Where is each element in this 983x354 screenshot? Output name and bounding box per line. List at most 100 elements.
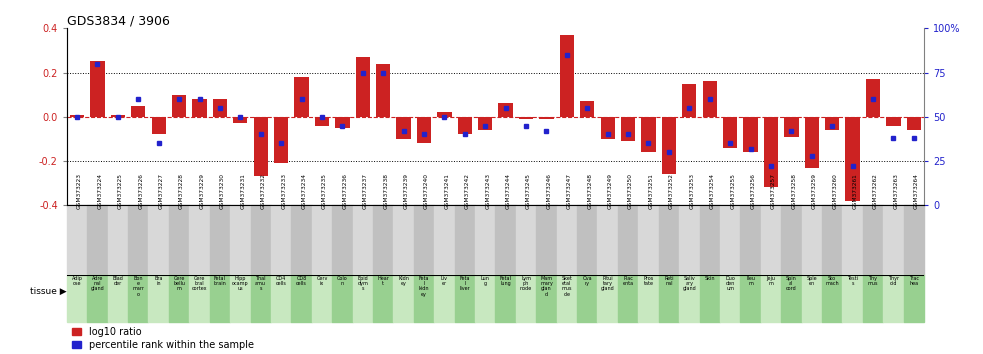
- Bar: [720, 275, 740, 322]
- Bar: [887, 117, 900, 126]
- Text: Thal
amu
s: Thal amu s: [256, 276, 266, 291]
- Bar: [478, 117, 492, 130]
- Text: GSM373248: GSM373248: [587, 173, 593, 209]
- Bar: [312, 275, 332, 322]
- Bar: [393, 205, 414, 275]
- Bar: [598, 275, 618, 322]
- Text: GSM373261: GSM373261: [852, 173, 857, 209]
- Bar: [822, 205, 842, 275]
- Text: Fetal
brain: Fetal brain: [213, 276, 226, 286]
- Text: GSM373230: GSM373230: [220, 173, 225, 209]
- Bar: [822, 275, 842, 322]
- Bar: [516, 205, 537, 275]
- Bar: [90, 62, 104, 117]
- Bar: [417, 117, 432, 143]
- Bar: [903, 205, 924, 275]
- Text: Sket
etal
mus
cle: Sket etal mus cle: [561, 276, 572, 297]
- Bar: [556, 205, 577, 275]
- Bar: [230, 275, 251, 322]
- Bar: [190, 205, 209, 275]
- Text: GSM373223: GSM373223: [77, 173, 82, 209]
- Bar: [230, 205, 251, 275]
- Bar: [271, 275, 291, 322]
- Bar: [577, 275, 598, 322]
- Bar: [906, 117, 921, 130]
- Text: Hear
t: Hear t: [377, 276, 389, 286]
- Bar: [845, 117, 860, 201]
- Bar: [784, 117, 798, 137]
- Text: GSM373254: GSM373254: [710, 173, 715, 209]
- Text: Reti
nal: Reti nal: [665, 276, 673, 286]
- Bar: [393, 275, 414, 322]
- Text: Testi
s: Testi s: [847, 276, 858, 286]
- Bar: [315, 117, 329, 126]
- Bar: [679, 205, 700, 275]
- Bar: [641, 117, 656, 152]
- Text: GSM373252: GSM373252: [668, 173, 674, 209]
- Bar: [805, 117, 819, 167]
- Bar: [842, 275, 863, 322]
- Text: GSM373262: GSM373262: [873, 173, 878, 209]
- Text: GSM373235: GSM373235: [322, 173, 327, 209]
- Text: Lym
ph
node: Lym ph node: [520, 276, 532, 291]
- Bar: [376, 64, 390, 117]
- Bar: [254, 117, 268, 176]
- Text: tissue ▶: tissue ▶: [29, 286, 67, 296]
- Bar: [454, 205, 475, 275]
- Bar: [537, 205, 556, 275]
- Bar: [903, 275, 924, 322]
- Text: Cere
bellu
m: Cere bellu m: [173, 276, 185, 291]
- Bar: [148, 275, 169, 322]
- Text: GSM373257: GSM373257: [771, 173, 776, 209]
- Text: Plac
enta: Plac enta: [622, 276, 634, 286]
- Bar: [537, 275, 556, 322]
- Text: Skin: Skin: [705, 276, 715, 281]
- Bar: [251, 205, 271, 275]
- Text: Kidn
ey: Kidn ey: [398, 276, 409, 286]
- Text: Hipp
ocamp
us: Hipp ocamp us: [232, 276, 249, 291]
- Text: GSM373260: GSM373260: [833, 173, 838, 209]
- Bar: [723, 117, 737, 148]
- Bar: [169, 275, 190, 322]
- Text: GSM373238: GSM373238: [383, 173, 388, 209]
- Bar: [700, 275, 720, 322]
- Text: GSM373224: GSM373224: [97, 173, 102, 209]
- Text: Feta
l
liver: Feta l liver: [459, 276, 470, 291]
- Bar: [801, 275, 822, 322]
- Bar: [128, 205, 148, 275]
- Text: GSM373234: GSM373234: [302, 173, 307, 209]
- Text: GSM373242: GSM373242: [465, 173, 470, 209]
- Text: GDS3834 / 3906: GDS3834 / 3906: [67, 14, 170, 27]
- Text: GSM373249: GSM373249: [607, 173, 612, 209]
- Bar: [825, 117, 839, 130]
- Text: Adre
nal
gland: Adre nal gland: [90, 276, 104, 291]
- Bar: [353, 205, 373, 275]
- Text: Sple
en: Sple en: [806, 276, 817, 286]
- Bar: [475, 275, 495, 322]
- Text: GSM373244: GSM373244: [505, 173, 510, 209]
- Bar: [209, 275, 230, 322]
- Text: GSM373246: GSM373246: [547, 173, 551, 209]
- Text: Adip
ose: Adip ose: [72, 276, 83, 286]
- Bar: [559, 35, 574, 117]
- Text: Jeju
m: Jeju m: [767, 276, 776, 286]
- Bar: [863, 275, 883, 322]
- Text: CD4
cells: CD4 cells: [275, 276, 287, 286]
- Bar: [842, 205, 863, 275]
- Bar: [434, 275, 454, 322]
- Bar: [335, 117, 350, 128]
- Bar: [498, 103, 513, 117]
- Bar: [172, 95, 186, 117]
- Text: Trac
hea: Trac hea: [909, 276, 919, 286]
- Text: Cere
bral
cortex: Cere bral cortex: [192, 276, 207, 291]
- Text: GSM373225: GSM373225: [118, 173, 123, 209]
- Text: Bra
in: Bra in: [154, 276, 163, 286]
- Bar: [540, 117, 553, 119]
- Text: Feta
l
kidn
ey: Feta l kidn ey: [419, 276, 430, 297]
- Bar: [373, 275, 393, 322]
- Bar: [703, 81, 717, 117]
- Bar: [781, 205, 801, 275]
- Text: Cerv
ix: Cerv ix: [317, 276, 327, 286]
- Bar: [193, 99, 206, 117]
- Bar: [866, 79, 880, 117]
